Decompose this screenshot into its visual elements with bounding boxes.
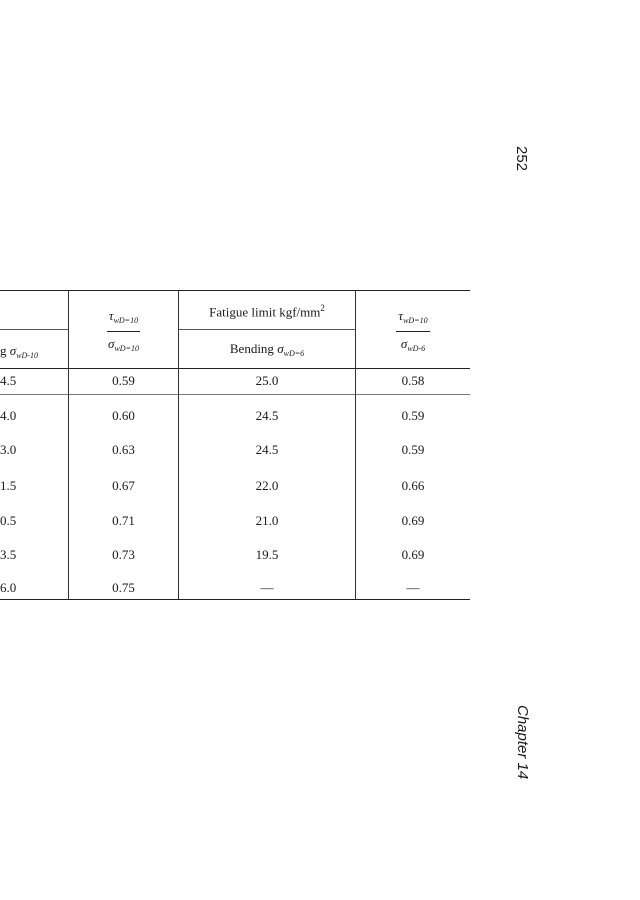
header-col1-ratio: τwD=10 σwD=10 [69, 308, 178, 357]
sigma-symbol: σ [277, 341, 284, 356]
table-cell: 24.5 [255, 408, 279, 423]
table-cell: 0.60 [112, 408, 135, 423]
table-cell: 0.75 [112, 580, 135, 595]
table-cell: 0.58 [401, 373, 425, 388]
table-cell: 0.5 [0, 513, 17, 528]
sigma-symbol: σ [9, 343, 17, 358]
table-cell: 0.59 [401, 442, 425, 457]
subscript: wD-6 [407, 344, 426, 353]
table-top-rule [0, 290, 470, 291]
table-cell: 0.69 [401, 547, 425, 562]
table-cell: — [406, 580, 420, 595]
table-cell: 0.59 [401, 408, 425, 423]
table-cell: 0.67 [112, 478, 135, 493]
subscript: wD=10 [403, 316, 428, 325]
header-mid-rule [0, 329, 68, 330]
header-mid-rule [178, 329, 355, 330]
first-row-rule [0, 394, 470, 395]
table-cell: 0.59 [112, 373, 135, 388]
table-cell: 4.0 [0, 408, 17, 423]
table-cell: 0.66 [401, 478, 425, 493]
table-cell: 22.0 [255, 478, 279, 493]
header-text: Bending [229, 341, 274, 356]
header-bottom-rule [0, 368, 470, 369]
table-cell: 0.71 [112, 513, 135, 528]
tau-symbol: τ [398, 308, 404, 323]
header-col0-sub: g σwD-10 [0, 343, 66, 364]
page-number: 252 [513, 146, 530, 172]
table-cell: — [260, 580, 274, 595]
table-cell: 19.5 [255, 547, 279, 562]
subscript: wD=10 [114, 344, 139, 353]
table-cell: 0.73 [112, 547, 135, 562]
table-cell: 25.0 [255, 373, 279, 388]
table-cell: 0.63 [112, 442, 135, 457]
column-divider [68, 290, 69, 599]
table-cell: 4.5 [0, 373, 17, 388]
header-text: g [0, 343, 7, 358]
table-cell: 3.0 [0, 442, 17, 457]
table-cell: 6.0 [0, 580, 17, 595]
superscript: 2 [320, 303, 325, 313]
header-text: Fatigue limit kgf/mm [209, 304, 321, 320]
table-bottom-rule [0, 599, 470, 600]
running-head: Chapter 14 [514, 705, 531, 780]
subscript: wD=6 [283, 349, 305, 358]
table-cell: 3.5 [0, 547, 17, 562]
column-divider [178, 290, 179, 599]
header-col2-group: Fatigue limit kgf/mm2 [179, 300, 355, 320]
subscript: wD=10 [113, 316, 139, 325]
table-cell: 0.69 [401, 513, 425, 528]
subscript: wD-10 [16, 351, 38, 360]
tau-symbol: τ [108, 308, 114, 323]
header-col2-sub: Bending σwD=6 [179, 341, 355, 362]
header-col3-ratio: τwD=10 σwD-6 [356, 308, 470, 357]
table-cell: 24.5 [255, 442, 279, 457]
table-cell: 1.5 [0, 478, 17, 493]
column-divider [355, 290, 356, 599]
sigma-symbol: σ [400, 336, 408, 351]
sigma-symbol: σ [108, 336, 115, 351]
table-cell: 21.0 [255, 513, 279, 528]
